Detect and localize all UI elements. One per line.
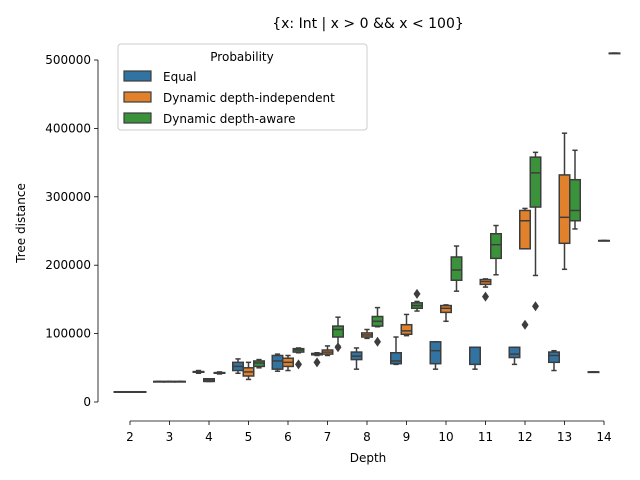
box-dynamic-depth-independent-4 (203, 377, 215, 383)
legend-swatch (123, 70, 152, 82)
y-tick-label: 400000 (45, 121, 91, 135)
box-equal-11 (469, 346, 481, 370)
legend-label: Dynamic depth-aware (163, 112, 296, 126)
box-dynamic-depth-independent-9 (400, 313, 413, 337)
legend-swatch (123, 112, 152, 124)
box-equal-4 (192, 369, 205, 375)
y-tick-label: 0 (83, 395, 91, 409)
outlier-marker (413, 288, 421, 299)
box-dynamic-depth-independent-13 (558, 132, 571, 271)
box-body (529, 156, 542, 208)
chart-title: {x: Int | x > 0 && x < 100} (272, 16, 464, 32)
box-equal-7 (311, 352, 323, 357)
x-tick-label: 2 (126, 430, 134, 444)
box-dynamic-depth-aware-9 (411, 300, 423, 312)
box-dynamic-depth-independent-3 (163, 380, 176, 383)
y-tick-label: 200000 (45, 258, 91, 272)
x-tick-label: 6 (284, 430, 292, 444)
x-tick-label: 5 (245, 430, 253, 444)
box-equal-9 (390, 336, 402, 366)
outlier-marker (532, 301, 539, 312)
box-body (548, 351, 560, 364)
box-dynamic-depth-independent-10 (440, 304, 452, 323)
box-dynamic-depth-independent-8 (361, 328, 373, 340)
box-dynamic-depth-aware-10 (450, 245, 463, 292)
box-equal-8 (350, 347, 363, 370)
box-dynamic-depth-aware-2 (134, 390, 147, 393)
y-axis-label: Tree distance (14, 183, 28, 264)
boxes (113, 52, 621, 393)
box-dynamic-depth-aware-13 (569, 149, 581, 230)
box-dynamic-depth-independent-12 (519, 207, 531, 250)
box-equal-13 (548, 349, 560, 372)
box-dynamic-depth-independent-14 (598, 239, 610, 242)
box-dynamic-depth-independent-6 (282, 354, 294, 372)
box-body (390, 352, 402, 365)
box-equal-2 (113, 390, 126, 393)
axes: 0 100000 200000 300000 400000 500000 2 3 4 5 6 7 8 9 1… (45, 53, 611, 444)
box-body (450, 256, 463, 281)
legend-swatch (123, 91, 152, 103)
box-dynamic-depth-aware-14 (608, 52, 621, 55)
y-tick-label: 300000 (45, 190, 91, 204)
y-tick-label: 500000 (45, 53, 91, 67)
outlier-marker (334, 342, 342, 353)
x-tick-label: 3 (166, 430, 174, 444)
box-dynamic-depth-aware-7 (332, 316, 344, 347)
outlier-marker (313, 357, 321, 368)
box-dynamic-depth-independent-7 (321, 345, 334, 357)
box-dynamic-depth-aware-8 (371, 306, 384, 328)
box-dynamic-depth-aware-6 (292, 347, 305, 354)
outlier-marker (482, 291, 489, 302)
box-equal-5 (232, 358, 244, 375)
box-equal-6 (271, 353, 284, 372)
box-dynamic-depth-independent-2 (124, 390, 136, 393)
box-equal-14 (587, 371, 600, 374)
legend-title: Probability (210, 50, 273, 64)
box-dynamic-depth-aware-5 (253, 358, 265, 369)
legend-label: Equal (163, 70, 197, 84)
box-body (429, 341, 442, 365)
box-body (519, 209, 531, 250)
x-tick-label: 11 (478, 430, 493, 444)
x-tick-label: 13 (557, 430, 572, 444)
x-axis-label: Depth (350, 451, 387, 465)
box-equal-3 (153, 380, 165, 383)
x-tick-label: 14 (596, 430, 611, 444)
box-equal-12 (508, 346, 521, 366)
box-dynamic-depth-aware-11 (490, 224, 502, 276)
x-tick-label: 4 (205, 430, 213, 444)
box-body (569, 178, 581, 222)
box-body (332, 325, 344, 338)
x-tick-label: 9 (403, 430, 411, 444)
outlier-marker (295, 359, 302, 370)
outlier-marker (374, 336, 381, 347)
legend-label: Dynamic depth-independent (163, 91, 335, 105)
box-dynamic-depth-aware-4 (213, 371, 226, 375)
x-tick-label: 12 (517, 430, 532, 444)
x-tick-label: 7 (324, 430, 332, 444)
box-body (558, 174, 571, 245)
box-body (508, 346, 521, 359)
box-body (490, 232, 502, 260)
box-equal-10 (429, 341, 442, 370)
box-body (400, 323, 413, 336)
box-dynamic-depth-independent-11 (479, 278, 492, 288)
box-dynamic-depth-aware-3 (174, 380, 186, 383)
y-tick-label: 100000 (45, 327, 91, 341)
box-dynamic-depth-independent-5 (242, 361, 255, 381)
x-tick-label: 10 (438, 430, 453, 444)
outlier-marker (521, 319, 529, 330)
box-body (271, 354, 284, 370)
box-body (469, 346, 481, 366)
x-tick-label: 8 (363, 430, 371, 444)
legend-frame (117, 43, 368, 131)
legend: Probability Equal Dynamic depth-independe… (117, 43, 368, 131)
box-dynamic-depth-aware-12 (529, 151, 542, 277)
